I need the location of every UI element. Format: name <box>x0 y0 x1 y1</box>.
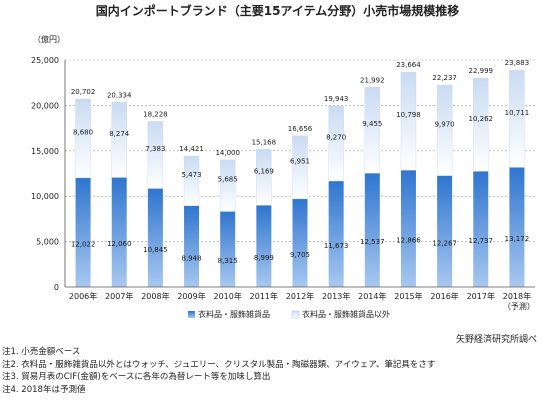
footnote-1: 注1. 小売金額ベース <box>2 347 81 357</box>
footnote-3: 注3. 貿易月表のCIF(金額)をベースに各年の為替レート等を加味し算出 <box>2 372 271 382</box>
data-label-series2: 6,169 <box>254 167 274 175</box>
bar-segment-series1 <box>147 188 163 287</box>
data-label-series1: 12,060 <box>107 240 132 248</box>
bar-segment-series1 <box>400 170 416 287</box>
y-tick-label: 10,000 <box>31 192 59 201</box>
data-label-total: 20,334 <box>107 91 132 99</box>
x-tick-label: 2011年 <box>250 291 278 301</box>
bar-segment-series1 <box>256 205 272 287</box>
data-label-total: 22,237 <box>432 74 457 82</box>
bar-segment-series1 <box>509 167 525 287</box>
bar-segment-series1 <box>75 177 91 287</box>
data-label-total: 23,664 <box>396 61 421 69</box>
data-label-series1: 12,537 <box>360 238 385 246</box>
y-tick-label: 20,000 <box>31 101 59 110</box>
x-tick-label: 2018年 <box>503 291 531 301</box>
x-tick-label: 2017年 <box>467 291 495 301</box>
data-label-total: 22,999 <box>469 67 494 75</box>
bar-segment-series2 <box>509 69 525 168</box>
data-label-total: 14,421 <box>179 145 204 153</box>
data-label-series1: 8,315 <box>218 257 238 265</box>
legend-label-series1: 衣料品・服飾雑貨品 <box>198 309 270 319</box>
data-label-series1: 12,267 <box>432 239 457 247</box>
chart-title: 国内インポートブランド（主要15アイテム分野）小売市場規模推移 <box>95 4 460 18</box>
bar-segment-series1 <box>437 175 453 287</box>
x-tick-label: 2016年 <box>430 291 458 301</box>
y-tick-label: 0 <box>54 283 59 292</box>
bar-segment-series2 <box>292 135 308 200</box>
bar-segment-series2 <box>111 102 127 178</box>
bar-segment-series2 <box>436 84 453 176</box>
bar-segment-series1 <box>364 173 380 287</box>
footnote-2: 注2. 衣料品・服飾雑貨品以外とはウォッチ、ジュエリー、クリスタル製品・陶磁器類… <box>2 359 436 370</box>
data-label-series1: 12,737 <box>469 237 494 245</box>
data-label-series1: 13,172 <box>505 235 530 243</box>
bar-segment-series2 <box>256 149 272 206</box>
bar-segment-series1 <box>184 205 200 287</box>
data-label-series1: 8,948 <box>182 254 202 262</box>
data-label-series1: 9,705 <box>290 251 310 259</box>
bar-segment-series1 <box>220 211 236 287</box>
data-label-series2: 7,383 <box>145 145 165 153</box>
y-tick-label: 25,000 <box>31 56 59 65</box>
x-tick-label: 2014年 <box>358 291 386 301</box>
data-label-series2: 9,970 <box>435 120 455 128</box>
legend-swatch-series1 <box>188 311 195 318</box>
data-label-total: 23,883 <box>505 59 530 67</box>
data-label-series1: 11,673 <box>324 242 349 250</box>
bar-segment-series2 <box>328 105 344 182</box>
data-label-series1: 12,866 <box>396 237 421 245</box>
data-label-series1: 10,845 <box>143 246 168 254</box>
data-label-series2: 8,274 <box>109 130 130 138</box>
data-label-total: 18,228 <box>143 110 168 118</box>
bar-segment-series1 <box>292 198 308 287</box>
data-label-series2: 6,951 <box>290 157 310 165</box>
footnotes: 注1. 小売金額ベース 注2. 衣料品・服飾雑貨品以外とはウォッチ、ジュエリー、… <box>2 346 435 396</box>
x-tick-label: 2008年 <box>141 291 169 301</box>
data-label-total: 14,000 <box>215 149 240 157</box>
data-label-series2: 9,455 <box>362 120 382 128</box>
data-label-total: 15,168 <box>252 138 277 146</box>
x-tick-label: 2013年 <box>322 291 350 301</box>
data-label-series2: 5,473 <box>182 171 202 179</box>
footnote-4: 注4. 2018年は予測値 <box>2 384 86 395</box>
data-label-total: 20,702 <box>71 88 96 96</box>
data-label-series2: 5,685 <box>218 176 238 184</box>
bar-segment-series1 <box>111 177 127 287</box>
bar-segment-series2 <box>183 155 200 206</box>
x-tick-sublabel: （予測） <box>503 301 535 311</box>
data-label-series1: 12,022 <box>71 240 96 248</box>
x-tick-label: 2007年 <box>105 291 133 301</box>
x-tick-label: 2006年 <box>69 291 97 301</box>
bar-segment-series2 <box>473 77 489 172</box>
x-tick-label: 2010年 <box>214 291 242 301</box>
data-label-series2: 10,262 <box>469 115 494 123</box>
y-tick-label: 5,000 <box>36 238 59 247</box>
y-tick-label: 15,000 <box>31 147 59 156</box>
x-tick-label: 2009年 <box>177 291 205 301</box>
data-label-series2: 8,270 <box>326 133 346 141</box>
data-label-series2: 8,680 <box>73 128 93 136</box>
legend-swatch-series2 <box>291 310 300 319</box>
data-label-series2: 10,711 <box>505 109 530 117</box>
data-label-total: 21,992 <box>360 76 385 84</box>
source-note: 矢野経済研究所調べ <box>455 335 537 345</box>
x-tick-label: 2012年 <box>286 291 314 301</box>
x-tick-label: 2015年 <box>394 291 422 301</box>
data-label-series1: 8,999 <box>254 254 274 262</box>
bar-segment-series2 <box>219 159 236 212</box>
data-label-total: 19,943 <box>324 95 349 103</box>
bar-segment-series2 <box>147 121 164 189</box>
legend-label-series2: 衣料品・服飾雑貨品以外 <box>302 309 390 319</box>
bar-segment-series2 <box>75 98 91 179</box>
bar-segment-series1 <box>328 181 344 287</box>
y-axis-label: （億円） <box>33 34 65 44</box>
data-label-series2: 10,798 <box>396 111 421 119</box>
data-label-total: 16,656 <box>288 125 313 133</box>
bar-segment-series2 <box>400 71 417 171</box>
bar-segment-series2 <box>364 87 381 174</box>
bar-segment-series1 <box>473 171 489 287</box>
